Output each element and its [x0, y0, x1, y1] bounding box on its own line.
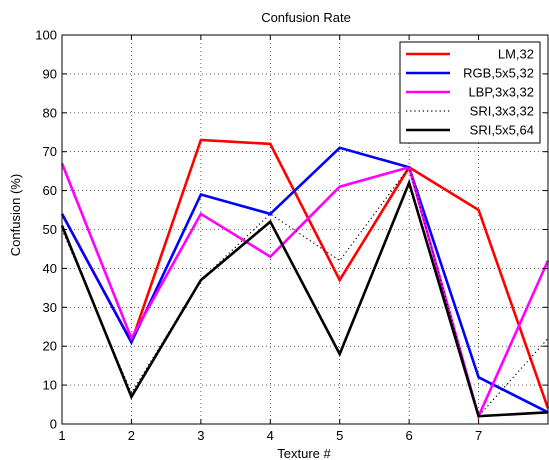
series-line-2 — [60, 146, 549, 414]
x-tick-label: 6 — [406, 428, 413, 443]
y-tick-label: 80 — [43, 105, 57, 120]
series-lines — [60, 138, 549, 421]
x-tick-label: 5 — [336, 428, 343, 443]
y-tick-label: 70 — [43, 144, 57, 159]
series-line-1 — [60, 138, 549, 409]
y-tick-label: 0 — [50, 417, 57, 432]
y-tick-label: 50 — [43, 222, 57, 237]
y-tick-label: 40 — [43, 261, 57, 276]
series-line-4 — [61, 165, 549, 418]
legend: LM,32 RGB,5x5,32 LBP,3x3,32 SRI,3x3,32 SRI,5… — [399, 41, 541, 144]
axis-ticks: 0 10 20 30 40 50 60 70 80 90 100 1 2 3 4 5 6 7 — [35, 28, 548, 443]
y-tick-label: 100 — [35, 28, 57, 43]
y-tick-label: 20 — [43, 339, 57, 354]
y-tick-label: 30 — [43, 300, 57, 315]
y-tick-label: 60 — [43, 183, 57, 198]
y-tick-label: 90 — [43, 66, 57, 81]
x-tick-label: 4 — [267, 428, 274, 443]
series-line-5 — [60, 178, 549, 418]
legend-label-5: SRI,5x5,64 — [470, 123, 534, 138]
legend-label-2: RGB,5x5,32 — [463, 66, 534, 81]
x-tick-label: 2 — [128, 428, 135, 443]
x-tick-label: 3 — [197, 428, 204, 443]
legend-label-4: SRI,3x3,32 — [470, 104, 534, 119]
y-tick-label: 10 — [43, 378, 57, 393]
x-tick-label: 1 — [58, 428, 65, 443]
chart-title: Confusion Rate — [261, 10, 351, 25]
x-axis-title: Texture # — [277, 446, 331, 460]
legend-label-3: LBP,3x3,32 — [468, 85, 534, 100]
y-axis-title: Confusion (%) — [8, 174, 23, 256]
legend-label-1: LM,32 — [498, 47, 534, 62]
x-tick-label: 7 — [475, 428, 482, 443]
